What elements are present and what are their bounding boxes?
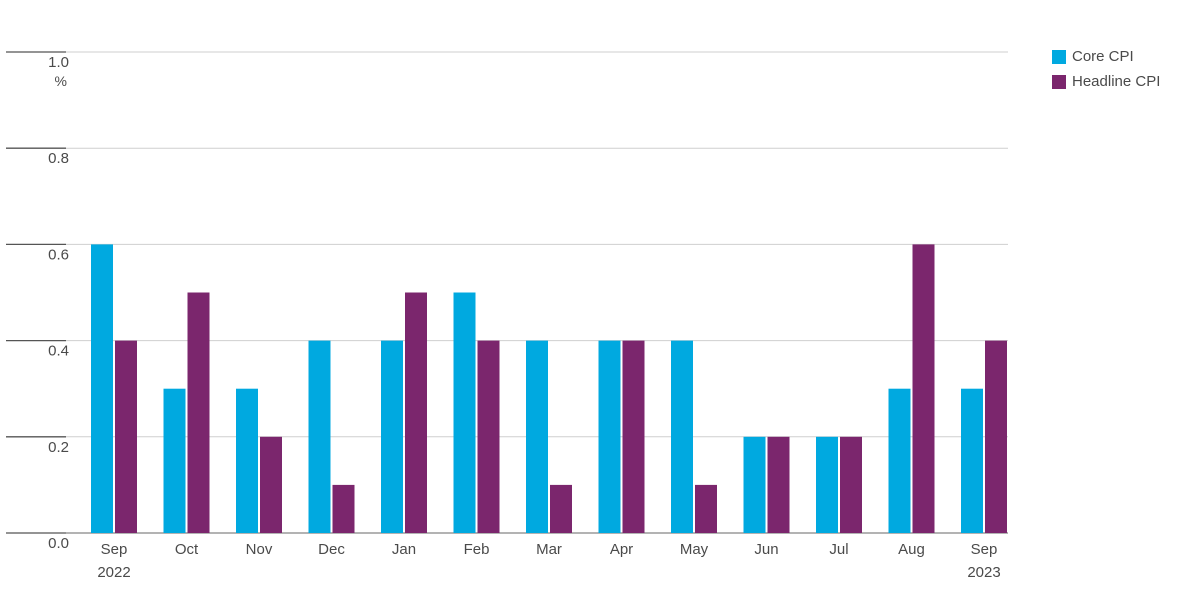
bar-core-cpi-7 [598,340,621,533]
bar-headline-cpi-8 [695,484,717,533]
bar-core-cpi-0 [91,244,113,533]
x-tick-label-2: Nov [246,541,273,558]
bar-core-cpi-6 [526,340,548,533]
x-tick-label-11: Aug [898,541,925,558]
x-tick-label-1: Oct [175,541,199,558]
y-tick-label-1.0: 1.0 [48,54,69,71]
bar-headline-cpi-12 [985,340,1007,533]
y-tick-label-0.0: 0.0 [48,535,69,552]
bar-core-cpi-9 [743,436,766,533]
bar-core-cpi-4 [381,340,403,533]
bar-headline-cpi-11 [912,244,935,533]
bar-headline-cpi-4 [405,292,427,533]
x-tick-label-7: Apr [610,541,633,558]
y-tick-label-0.6: 0.6 [48,246,69,263]
x-tick-label-3: Dec [318,541,345,558]
x-axis: Sep Oct Nov Dec Jan Feb Mar Apr May Jun Jul Aug Sep 2… [97,541,1000,581]
legend-label-core-cpi: Core CPI [1072,48,1134,65]
bar-headline-cpi-5 [477,340,500,533]
x-tick-label-10: Jul [829,541,848,558]
bar-headline-cpi-10 [840,436,862,533]
bar-headline-cpi-3 [332,484,355,533]
bar-headline-cpi-6 [550,484,572,533]
legend: Core CPI Headline CPI [1052,44,1160,94]
x-tick-label-8: May [680,541,709,558]
legend-label-headline-cpi: Headline CPI [1072,73,1161,90]
bar-core-cpi-10 [816,436,838,533]
x-tick-label-0: Sep [101,541,128,558]
legend-item-headline-cpi: Headline CPI [1052,69,1160,94]
bar-core-cpi-5 [453,292,476,533]
bar-headline-cpi-9 [767,436,790,533]
y-tick-label-0.4: 0.4 [48,343,69,360]
y-tick-label-0.2: 0.2 [48,439,69,456]
bar-core-cpi-2 [236,388,258,533]
x-tick-label-12: Sep [971,541,998,558]
bar-headline-cpi-0 [115,340,137,533]
x-tick-label-6: Mar [536,541,562,558]
x-year-label-2022: 2022 [97,564,130,581]
bars [91,244,1007,533]
bar-headline-cpi-7 [622,340,645,533]
x-tick-label-9: Jun [754,541,778,558]
x-year-label-2023: 2023 [967,564,1000,581]
legend-swatch-core-cpi [1052,49,1066,64]
bar-headline-cpi-1 [187,292,210,533]
legend-item-core-cpi: Core CPI [1052,44,1160,69]
x-tick-label-4: Jan [392,541,416,558]
y-axis: 0.0 0.2 0.4 0.6 0.8 1.0% [48,54,69,552]
bar-core-cpi-12 [961,388,983,533]
legend-swatch-headline-cpi [1052,74,1066,89]
bar-core-cpi-11 [888,388,911,533]
bar-core-cpi-1 [163,388,186,533]
bar-core-cpi-3 [308,340,331,533]
bar-core-cpi-8 [671,340,693,533]
y-axis-unit: % [55,73,67,89]
bar-headline-cpi-2 [260,436,282,533]
x-tick-label-5: Feb [464,541,490,558]
y-tick-label-0.8: 0.8 [48,150,69,167]
